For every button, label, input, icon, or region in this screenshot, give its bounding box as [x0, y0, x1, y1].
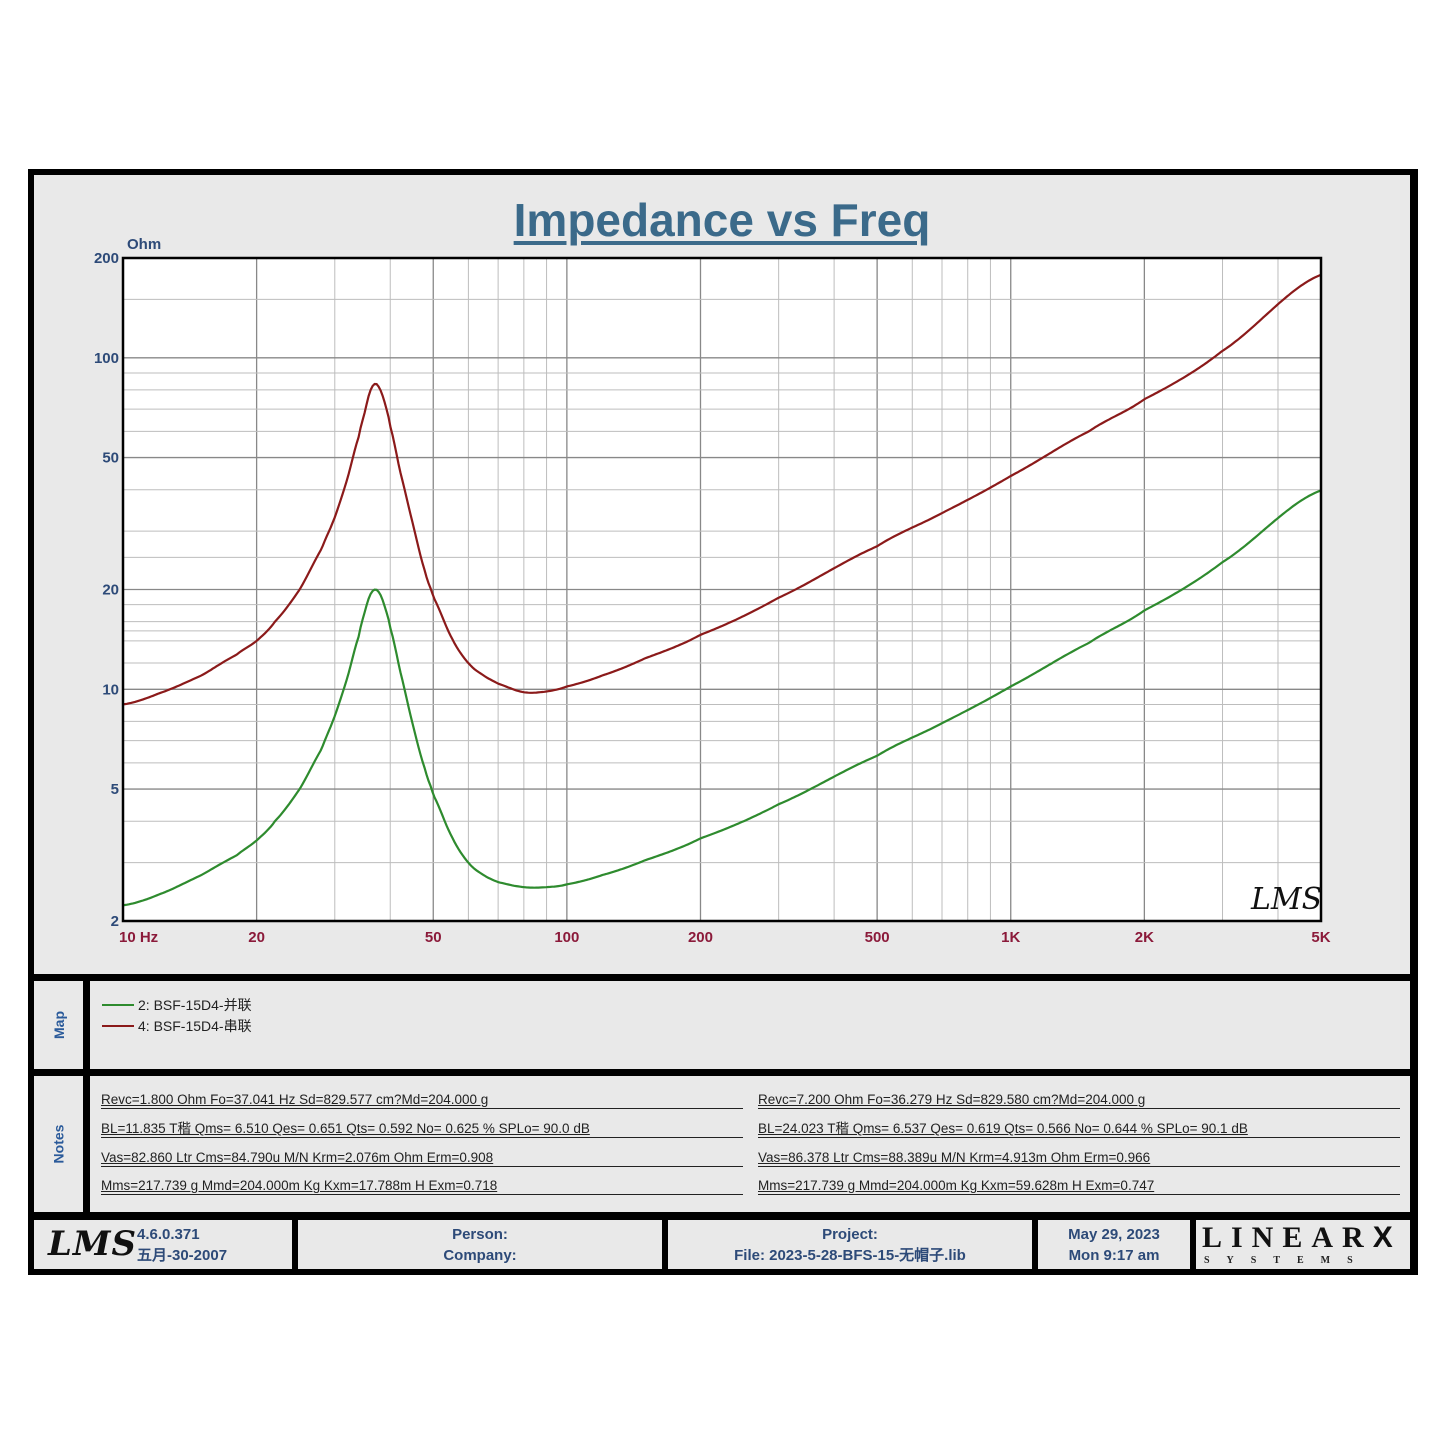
build-date-text: 五月-30-2007: [137, 1247, 228, 1264]
lms-watermark: LMS: [1250, 882, 1322, 917]
x-tick-label: 5K: [1311, 929, 1330, 946]
note-left-2: BL=11.835 T稭 Qms= 6.510 Qes= 0.651 Qts= …: [101, 1120, 743, 1138]
notes-label-box: Notes: [34, 1076, 83, 1212]
impedance-curve-series-2: [122, 489, 1322, 907]
person-label: Person:: [452, 1226, 508, 1243]
legend-item-series-2: 2: BSF-15D4-并联: [102, 995, 252, 1015]
legend-map: 2: BSF-15D4-并联 4: BSF-15D4-串联: [90, 981, 1410, 1069]
note-right-4: Mms=217.739 g Mmd=204.000m Kg Kxm=59.628…: [758, 1177, 1400, 1195]
linearx-logo: LINEARX: [1202, 1223, 1393, 1253]
linearx-brand-sub: SYSTEMS: [1204, 1255, 1370, 1266]
x-tick-label: 50: [425, 929, 442, 946]
y-tick-label: 2: [111, 913, 119, 930]
legend-swatch-green: [102, 1004, 134, 1006]
note-left-3: Vas=82.860 Ltr Cms=84.790u M/N Krm=2.076…: [101, 1149, 743, 1167]
note-left-1: Revc=1.800 Ohm Fo=37.041 Hz Sd=829.577 c…: [101, 1091, 743, 1109]
date-text: May 29, 2023: [1068, 1226, 1160, 1243]
time-text: Mon 9:17 am: [1068, 1247, 1160, 1264]
note-right-1: Revc=7.200 Ohm Fo=36.279 Hz Sd=829.580 c…: [758, 1091, 1400, 1109]
map-label-box: Map: [34, 981, 83, 1069]
footer-version-cell: LMS 4.6.0.371 五月-30-2007: [34, 1220, 292, 1269]
lms-logo: LMS: [48, 1224, 138, 1264]
y-tick-label: 50: [102, 450, 119, 467]
legend-label: 2: BSF-15D4-并联: [138, 997, 252, 1013]
company-label: Company:: [443, 1247, 517, 1264]
linearx-brand-main: LINEAR: [1202, 1221, 1373, 1254]
legend-label: 4: BSF-15D4-串联: [138, 1018, 252, 1034]
impedance-curve-series-4: [122, 273, 1322, 706]
linearx-brand-x: X: [1372, 1221, 1393, 1254]
y-tick-label: 10: [102, 681, 119, 698]
y-tick-label: 5: [111, 781, 119, 798]
y-tick-label: 200: [94, 250, 119, 267]
note-right-3: Vas=86.378 Ltr Cms=88.389u M/N Krm=4.913…: [758, 1149, 1400, 1167]
footer-project-cell: Project: File: 2023-5-28-BFS-15-无帽子.lib: [668, 1220, 1032, 1269]
note-right-2: BL=24.023 T稭 Qms= 6.537 Qes= 0.619 Qts= …: [758, 1120, 1400, 1138]
plot-border: [121, 256, 1323, 923]
notes-panel: Revc=1.800 Ohm Fo=37.041 Hz Sd=829.577 c…: [90, 1076, 1410, 1212]
chart-title: Impedance vs Freq: [34, 193, 1410, 247]
x-tick-label: 2K: [1135, 929, 1154, 946]
x-tick-label: 10 Hz: [119, 929, 158, 946]
project-label: Project:: [822, 1226, 878, 1243]
version-text: 4.6.0.371: [137, 1226, 200, 1243]
y-tick-label: 20: [102, 582, 119, 599]
legend-swatch-red: [102, 1025, 134, 1027]
report-frame: Impedance vs Freq 200 100 50 20 10 5 2 Ohm 10 Hz…: [28, 169, 1418, 1275]
y-axis-unit: Ohm: [127, 236, 161, 253]
note-left-4: Mms=217.739 g Mmd=204.000m Kg Kxm=17.788…: [101, 1177, 743, 1195]
footer-person-cell: Person: Company:: [298, 1220, 662, 1269]
chart-panel: Impedance vs Freq 200 100 50 20 10 5 2 Ohm 10 Hz…: [34, 175, 1410, 974]
legend-item-series-4: 4: BSF-15D4-串联: [102, 1016, 252, 1036]
x-tick-label: 20: [248, 929, 265, 946]
y-tick-label: 100: [94, 350, 119, 367]
file-label: File: 2023-5-28-BFS-15-无帽子.lib: [734, 1247, 966, 1264]
impedance-plot: 200 100 50 20 10 5 2 Ohm 10 Hz 20 50 100 200 500 1K 2K 5…: [94, 236, 1331, 946]
map-label: Map: [50, 1011, 67, 1039]
x-tick-label: 200: [688, 929, 713, 946]
footer-date-cell: May 29, 2023 Mon 9:17 am: [1038, 1220, 1190, 1269]
x-tick-label: 100: [554, 929, 579, 946]
chart-title-text: Impedance vs Freq: [513, 194, 931, 246]
x-tick-label: 500: [865, 929, 890, 946]
x-tick-label: 1K: [1001, 929, 1020, 946]
notes-label: Notes: [50, 1124, 67, 1164]
linearx-logo-cell: LINEARX SYSTEMS: [1196, 1220, 1410, 1269]
